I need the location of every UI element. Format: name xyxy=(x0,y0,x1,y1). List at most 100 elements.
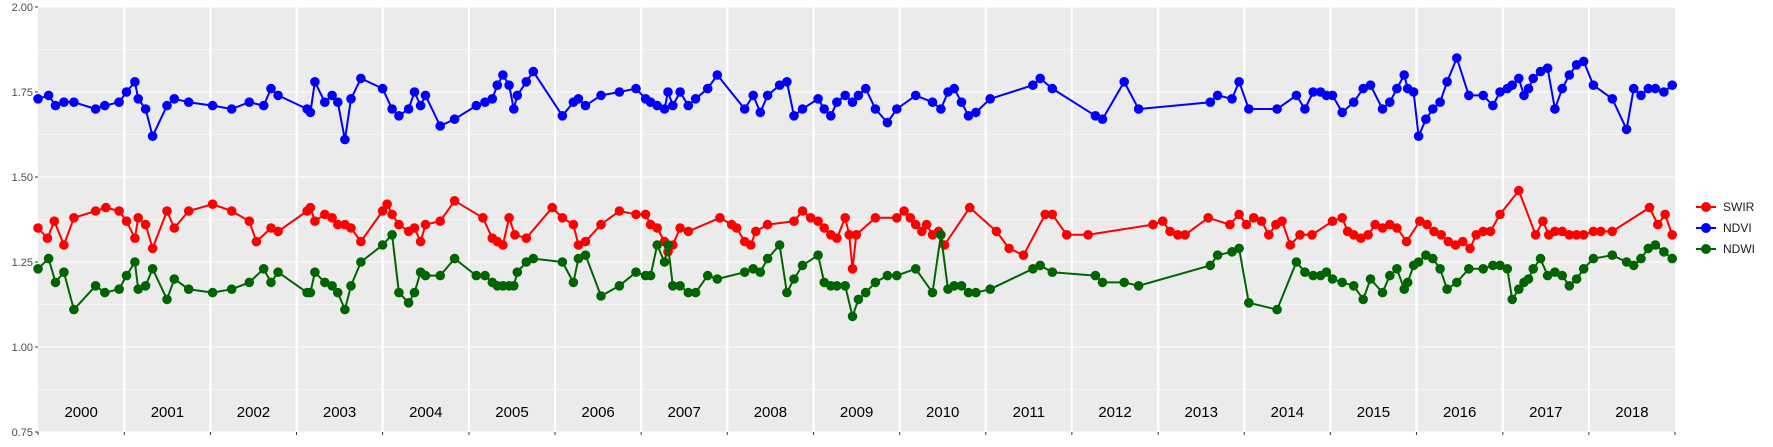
data-point-ndvi xyxy=(1659,87,1669,97)
data-point-ndwi xyxy=(963,287,974,298)
data-point-swir xyxy=(1450,240,1461,250)
data-point-ndwi xyxy=(789,274,799,284)
data-point-swir xyxy=(226,206,237,216)
data-point-ndvi xyxy=(1205,97,1216,107)
data-point-swir xyxy=(1148,219,1158,230)
data-point-ndvi xyxy=(226,104,237,114)
data-point-ndvi xyxy=(498,70,508,80)
data-point-ndvi xyxy=(1550,104,1560,114)
data-point-swir xyxy=(346,223,356,233)
data-point-ndwi xyxy=(409,287,420,298)
data-point-swir xyxy=(746,240,756,250)
data-point-ndwi xyxy=(853,294,864,305)
data-point-ndvi xyxy=(59,97,69,107)
data-point-ndvi xyxy=(1385,97,1395,107)
data-point-ndwi xyxy=(892,270,902,281)
data-point-ndvi xyxy=(1588,80,1599,90)
legend-marker-ndwi xyxy=(1701,244,1711,254)
data-point-ndvi xyxy=(1621,124,1632,135)
data-point-ndwi xyxy=(130,257,140,267)
data-point-ndwi xyxy=(936,230,946,240)
data-point-ndvi xyxy=(394,111,404,121)
data-point-ndvi xyxy=(387,104,397,114)
data-point-swir xyxy=(1337,213,1347,223)
data-point-ndvi xyxy=(1495,87,1505,97)
data-point-swir xyxy=(140,219,151,230)
year-label: 2017 xyxy=(1529,404,1562,421)
data-point-ndvi xyxy=(580,100,591,111)
year-label: 2018 xyxy=(1615,404,1648,421)
data-point-ndvi xyxy=(1047,83,1058,94)
data-point-swir xyxy=(33,223,43,233)
data-point-swir xyxy=(59,240,69,250)
data-point-swir xyxy=(69,213,79,223)
data-point-swir xyxy=(207,199,218,209)
data-point-swir xyxy=(797,206,808,216)
data-point-swir xyxy=(1307,230,1317,240)
data-point-ndvi xyxy=(1244,104,1254,114)
data-point-ndwi xyxy=(645,270,656,281)
data-point-swir xyxy=(614,206,625,216)
data-point-ndvi xyxy=(985,94,995,104)
data-point-swir xyxy=(991,226,1002,237)
data-point-swir xyxy=(844,230,854,240)
data-point-ndwi xyxy=(377,240,388,250)
legend-item-ndwi: NDWI xyxy=(1696,242,1755,256)
data-point-ndvi xyxy=(346,94,356,104)
y-tick-label: 2.00 xyxy=(12,2,33,14)
data-point-ndvi xyxy=(435,121,446,131)
data-point-ndvi xyxy=(480,97,490,107)
data-point-swir xyxy=(789,216,799,226)
data-point-ndvi xyxy=(33,94,43,104)
data-point-swir xyxy=(147,243,158,254)
data-point-ndvi xyxy=(169,94,180,104)
data-point-ndwi xyxy=(813,250,823,260)
data-point-swir xyxy=(409,223,420,233)
year-label: 2003 xyxy=(323,404,356,421)
data-point-ndvi xyxy=(1435,97,1445,107)
data-point-swir xyxy=(1356,233,1366,243)
data-point-ndwi xyxy=(755,267,766,278)
data-point-swir xyxy=(387,209,397,220)
data-point-ndwi xyxy=(1659,247,1669,257)
data-point-swir xyxy=(964,202,975,213)
data-point-swir xyxy=(762,219,773,230)
data-point-ndwi xyxy=(614,281,625,291)
y-tick-label: 1.25 xyxy=(12,257,33,269)
data-point-ndvi xyxy=(1650,83,1661,94)
data-point-swir xyxy=(652,223,662,233)
data-point-swir xyxy=(273,226,283,237)
data-point-ndvi xyxy=(652,100,662,111)
data-point-swir xyxy=(415,236,426,247)
data-point-ndwi xyxy=(327,281,337,291)
data-point-ndvi xyxy=(1035,73,1045,84)
data-point-ndvi xyxy=(840,90,850,101)
data-point-ndwi xyxy=(1035,260,1045,271)
data-point-ndvi xyxy=(266,83,276,94)
data-point-swir xyxy=(1436,230,1446,240)
data-point-swir xyxy=(917,226,927,237)
data-point-ndvi xyxy=(789,111,799,121)
data-point-swir xyxy=(504,213,514,223)
data-point-ndvi xyxy=(892,104,902,114)
data-point-ndwi xyxy=(114,284,124,295)
data-point-ndvi xyxy=(492,80,503,90)
data-point-ndwi xyxy=(273,267,283,278)
data-point-swir xyxy=(1578,230,1589,240)
data-point-ndvi xyxy=(1564,70,1575,80)
legend: SWIR NDVI NDWI xyxy=(1696,200,1755,256)
data-point-ndwi xyxy=(860,287,871,298)
year-label: 2004 xyxy=(409,404,442,421)
data-point-ndwi xyxy=(580,250,591,260)
data-point-ndvi xyxy=(1478,90,1488,101)
data-point-swir xyxy=(1588,226,1599,237)
data-point-ndvi xyxy=(1442,77,1452,87)
data-point-swir xyxy=(1422,219,1432,230)
data-point-swir xyxy=(805,213,816,223)
data-point-ndvi xyxy=(826,111,836,121)
data-point-ndwi xyxy=(1205,260,1216,271)
data-point-ndvi xyxy=(356,73,366,84)
data-point-ndvi xyxy=(860,83,871,94)
data-point-ndvi xyxy=(305,107,316,118)
year-label-layer: 2000 2001 2002 2003 2004 2005 2006 2007 2008 2009… xyxy=(64,404,1648,421)
